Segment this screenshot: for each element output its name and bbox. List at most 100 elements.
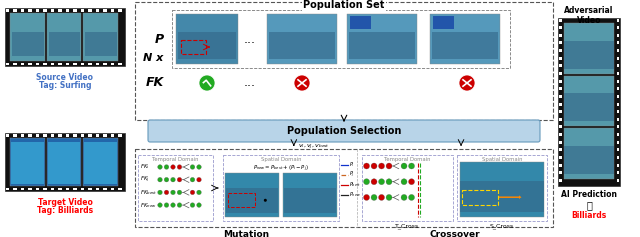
Bar <box>559 80 561 82</box>
Bar <box>616 18 619 22</box>
Bar <box>43 9 47 12</box>
Circle shape <box>364 163 369 169</box>
Bar <box>28 63 31 65</box>
Bar <box>616 141 619 144</box>
Bar <box>5 8 125 66</box>
Bar <box>433 16 454 28</box>
Bar <box>20 63 24 65</box>
Text: $v_i, v_j, v_{best}$: $v_i, v_j, v_{best}$ <box>298 143 330 152</box>
Bar <box>58 187 61 190</box>
Text: Target Video: Target Video <box>38 198 92 207</box>
Bar <box>430 14 500 64</box>
Bar <box>85 32 117 56</box>
Bar <box>350 16 371 28</box>
Bar <box>267 14 337 64</box>
Bar <box>20 134 24 137</box>
Bar <box>118 187 122 190</box>
Bar <box>564 76 614 126</box>
Bar <box>65 187 69 190</box>
Bar <box>10 13 45 61</box>
Bar <box>616 102 619 105</box>
Bar <box>559 26 561 29</box>
Bar <box>51 134 54 137</box>
Text: Mutation: Mutation <box>223 230 269 237</box>
Circle shape <box>177 177 182 182</box>
Text: $P_i$: $P_i$ <box>349 160 355 169</box>
Bar <box>6 134 9 137</box>
Bar <box>73 63 77 65</box>
Circle shape <box>459 75 475 91</box>
Bar <box>559 87 561 90</box>
Text: $P_{new}$: $P_{new}$ <box>349 191 360 200</box>
Bar <box>95 187 99 190</box>
Bar <box>5 133 125 191</box>
Text: FK: FK <box>146 77 164 90</box>
Text: P: P <box>155 32 164 46</box>
Bar <box>43 63 47 65</box>
Circle shape <box>401 179 407 185</box>
Circle shape <box>371 179 377 185</box>
Text: Spatial Domain: Spatial Domain <box>482 156 522 161</box>
Bar <box>111 134 114 137</box>
Bar <box>6 187 9 190</box>
Bar <box>11 142 44 184</box>
Bar <box>559 148 561 151</box>
Circle shape <box>164 203 169 207</box>
Bar <box>20 187 24 190</box>
Bar <box>6 9 9 12</box>
Circle shape <box>408 179 415 185</box>
Bar <box>81 63 84 65</box>
Bar <box>559 41 561 44</box>
Bar <box>35 63 39 65</box>
Text: Tag: Billiards: Tag: Billiards <box>37 206 93 215</box>
Bar <box>81 187 84 190</box>
Bar <box>616 57 619 60</box>
Bar <box>118 9 122 12</box>
Bar <box>10 138 45 186</box>
Bar <box>118 134 122 137</box>
Text: $P_{new}=P_{best}+(P_i-P_j)$: $P_{new}=P_{best}+(P_i-P_j)$ <box>253 164 308 174</box>
Bar <box>95 134 99 137</box>
Bar <box>58 63 61 65</box>
Bar <box>616 110 619 113</box>
Bar <box>616 41 619 44</box>
Circle shape <box>364 194 369 201</box>
Bar <box>65 63 69 65</box>
Text: $FK_i$: $FK_i$ <box>140 163 149 171</box>
Bar <box>559 141 561 144</box>
Bar <box>35 9 39 12</box>
Circle shape <box>190 203 195 207</box>
Bar <box>111 187 114 190</box>
Bar <box>347 14 417 64</box>
Text: S_Cross: S_Cross <box>490 223 514 229</box>
Bar <box>559 34 561 37</box>
Bar <box>95 63 99 65</box>
Bar <box>103 63 106 65</box>
Circle shape <box>401 194 407 201</box>
Text: Temporal Domain: Temporal Domain <box>152 156 199 161</box>
Bar <box>43 134 47 137</box>
Bar <box>564 93 614 121</box>
Bar <box>47 13 81 61</box>
Bar <box>176 14 238 64</box>
Bar <box>223 155 339 221</box>
Bar <box>559 125 561 128</box>
Text: Crossover: Crossover <box>429 230 480 237</box>
Bar <box>47 138 81 186</box>
Text: $P_{best}$: $P_{best}$ <box>349 181 361 189</box>
Text: Billiards: Billiards <box>572 211 607 220</box>
FancyBboxPatch shape <box>148 120 540 142</box>
Bar <box>616 164 619 167</box>
Bar <box>118 63 122 65</box>
Bar <box>28 134 31 137</box>
Bar <box>616 64 619 67</box>
Bar <box>559 164 561 167</box>
Bar <box>13 63 17 65</box>
Text: $FK_{best}$: $FK_{best}$ <box>140 188 157 197</box>
Bar <box>349 32 415 59</box>
Text: 🏆: 🏆 <box>586 200 592 210</box>
Bar <box>616 148 619 151</box>
Bar <box>559 18 561 22</box>
Bar <box>88 63 92 65</box>
Bar <box>43 187 47 190</box>
